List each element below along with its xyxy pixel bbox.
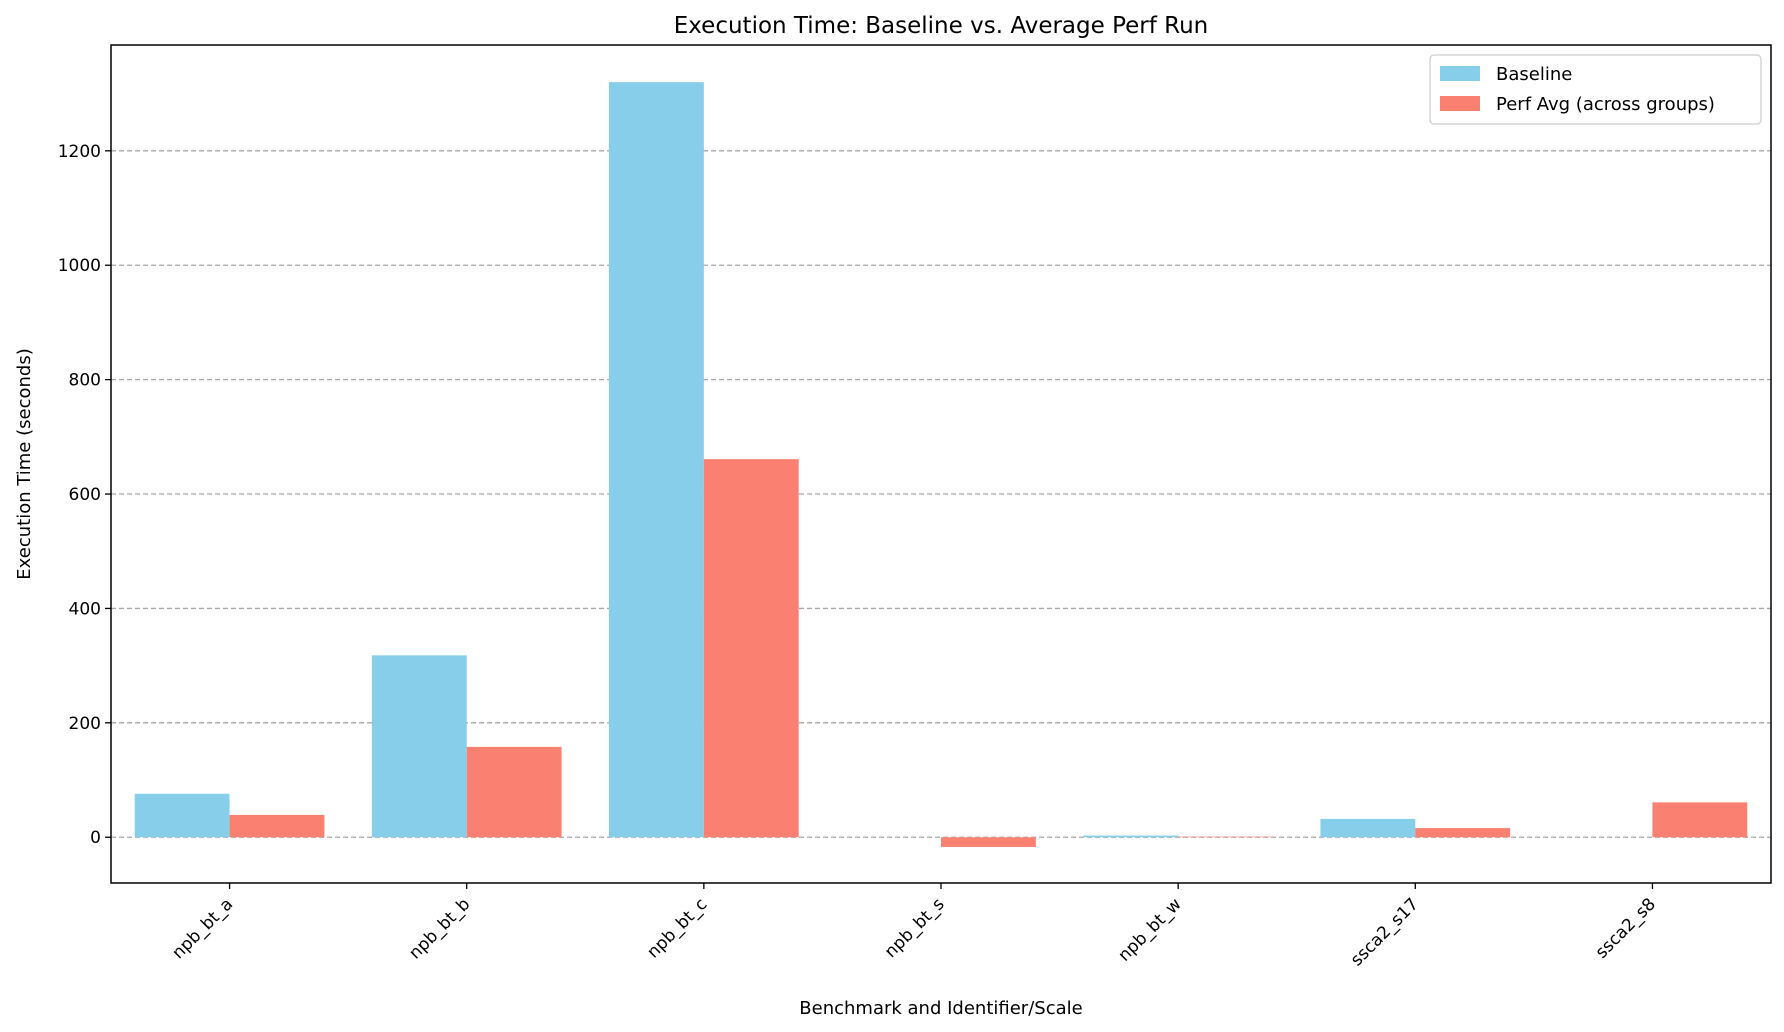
- y-axis-ticks: 0 200 400 600 800 1000 1200: [58, 142, 111, 848]
- x-tick-label: npb_bt_a: [168, 894, 237, 963]
- y-tick-label: 1200: [58, 142, 101, 162]
- bar-perf-avg-npb-bt-b: [466, 746, 562, 838]
- bar-perf-avg-npb-bt-s: [941, 837, 1036, 847]
- bar-baseline-npb-bt-c: [609, 82, 704, 838]
- y-tick-label: 600: [69, 485, 101, 505]
- x-tick-label: ssca2_s17: [1347, 894, 1423, 970]
- x-tick-label: npb_bt_c: [643, 894, 711, 962]
- plot-frame: [110, 44, 1772, 884]
- bar-perf-avg-npb-bt-a: [229, 814, 325, 838]
- legend-label-perf-avg: Perf Avg (across groups): [1496, 94, 1715, 115]
- chart-title: Execution Time: Baseline vs. Average Per…: [674, 13, 1209, 39]
- y-tick-label: 200: [69, 714, 101, 734]
- legend-label-baseline: Baseline: [1496, 64, 1572, 85]
- y-axis-label: Execution Time (seconds): [14, 348, 35, 579]
- bars: [134, 82, 1748, 847]
- bar-perf-avg-ssca2-s17: [1415, 828, 1511, 838]
- y-tick-label: 0: [90, 828, 101, 848]
- bar-baseline-npb-bt-w: [1083, 835, 1179, 838]
- legend: Baseline Perf Avg (across groups): [1429, 54, 1762, 125]
- legend-box: [1429, 54, 1762, 125]
- legend-swatch-perf-avg: [1440, 96, 1480, 111]
- legend-swatch-baseline: [1440, 66, 1480, 81]
- bar-perf-avg-npb-bt-w: [1178, 836, 1273, 838]
- bar-perf-avg-npb-bt-c: [703, 459, 799, 838]
- x-tick-label: npb_bt_s: [881, 894, 949, 962]
- x-tick-label: ssca2_s8: [1592, 894, 1660, 962]
- x-axis-label: Benchmark and Identifier/Scale: [799, 998, 1082, 1019]
- bar-baseline-ssca2-s17: [1320, 818, 1416, 838]
- bar-baseline-npb-bt-b: [371, 655, 467, 838]
- x-tick-label: npb_bt_w: [1114, 894, 1185, 965]
- y-tick-label: 400: [69, 599, 101, 619]
- x-tick-label: npb_bt_b: [405, 894, 474, 963]
- y-tick-label: 800: [69, 371, 101, 391]
- bar-perf-avg-ssca2-s8: [1652, 802, 1748, 838]
- x-axis-ticks: npb_bt_a npb_bt_b npb_bt_c npb_bt_s npb_bt_w…: [168, 883, 1660, 970]
- grid-lines: [111, 150, 1771, 838]
- y-tick-label: 1000: [58, 256, 101, 276]
- bar-baseline-npb-bt-a: [134, 793, 230, 838]
